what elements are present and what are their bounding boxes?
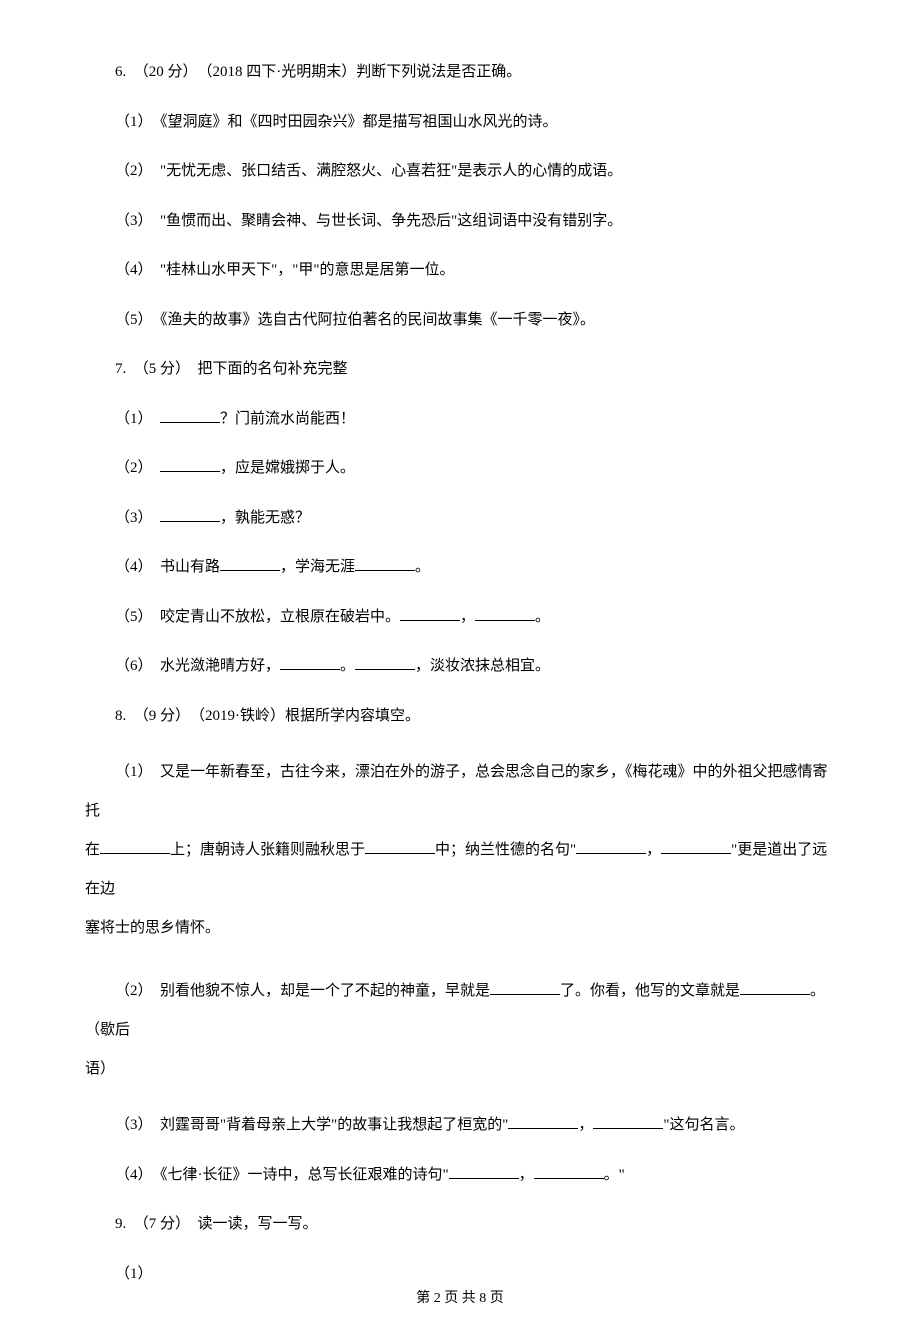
q7-item-6: （6） 水光潋滟晴方好， 。 ，淡妆浓抹总相宜。 [85,654,835,680]
question-9: 9. （7 分） 读一读，写一写。 （1） [85,1212,835,1287]
q7-4-a: （4） 书山有路 [115,559,220,575]
q6-item-5: （5） 《渔夫的故事》选自古代阿拉伯著名的民间故事集《一千零一夜》。 [85,308,835,334]
fill-blank[interactable] [160,457,220,472]
q8-4-a: （4） 《七律·长征》一诗中，总写长征艰难的诗句" [115,1167,449,1183]
fill-blank[interactable] [160,408,220,423]
q8-item-3: （3） 刘霆哥哥"背着母亲上大学"的故事让我想起了桓宽的" ， "这句名言。 [85,1113,835,1139]
q8-4-b: ， [519,1167,534,1183]
fill-blank[interactable] [160,507,220,522]
q7-2-after: ，应是嫦娥掷于人。 [220,460,355,476]
q8-3-c: "这句名言。 [663,1117,744,1133]
question-7: 7. （5 分） 把下面的名句补充完整 （1） ？门前流水尚能西！ （2） ，应… [85,357,835,680]
fill-blank[interactable] [475,606,535,621]
fill-blank[interactable] [490,980,560,995]
q6-header: 6. （20 分） （2018 四下·光明期末）判断下列说法是否正确。 [85,60,835,86]
q7-item-2: （2） ，应是嫦娥掷于人。 [85,456,835,482]
q6-item-3: （3） "鱼惯而出、聚睛会神、与世长词、争先恐后"这组词语中没有错别字。 [85,209,835,235]
q7-1-after: ？门前流水尚能西！ [220,411,355,427]
q8-3-a: （3） 刘霆哥哥"背着母亲上大学"的故事让我想起了桓宽的" [115,1117,508,1133]
q7-6-c: ，淡妆浓抹总相宜。 [415,658,550,674]
fill-blank[interactable] [593,1114,663,1129]
question-6: 6. （20 分） （2018 四下·光明期末）判断下列说法是否正确。 （1） … [85,60,835,333]
question-8: 8. （9 分） （2019·铁岭）根据所学内容填空。 （1） 又是一年新春至，… [85,704,835,1189]
q8-item-4: （4） 《七律·长征》一诗中，总写长征艰难的诗句" ， 。" [85,1163,835,1189]
fill-blank[interactable] [449,1164,519,1179]
q7-item-5: （5） 咬定青山不放松，立根原在破岩中。 ， 。 [85,605,835,631]
q7-2-before: （2） [115,460,160,476]
q8-1-d: 中；纳兰性德的名句" [435,842,576,858]
page-footer: 第 2 页 共 8 页 [0,1287,920,1311]
fill-blank[interactable] [576,839,646,854]
q7-1-before: （1） [115,411,160,427]
fill-blank[interactable] [280,655,340,670]
fill-blank[interactable] [365,839,435,854]
q6-item-1: （1） 《望洞庭》和《四时田园杂兴》都是描写祖国山水风光的诗。 [85,110,835,136]
q8-3-b: ， [578,1117,593,1133]
q8-item-2-line2: 语） [85,1050,835,1089]
q8-1-a: （1） 又是一年新春至，古往今来，漂泊在外的游子，总会思念自己的家乡，《梅花魂》… [85,764,828,819]
q8-item-1-line3: 塞将士的思乡情怀。 [85,909,835,948]
fill-blank[interactable] [508,1114,578,1129]
fill-blank[interactable] [220,556,280,571]
q7-5-c: 。 [535,609,550,625]
q6-item-2: （2） "无忧无虑、张口结舌、满腔怒火、心喜若狂"是表示人的心情的成语。 [85,159,835,185]
fill-blank[interactable] [534,1164,604,1179]
fill-blank[interactable] [740,980,810,995]
fill-blank[interactable] [400,606,460,621]
q8-1-e: ， [646,842,661,858]
fill-blank[interactable] [661,839,731,854]
q7-3-after: ，孰能无惑？ [220,510,310,526]
q7-header: 7. （5 分） 把下面的名句补充完整 [85,357,835,383]
q7-item-3: （3） ，孰能无惑？ [85,506,835,532]
q7-6-a: （6） 水光潋滟晴方好， [115,658,280,674]
q8-item-2-line1: （2） 别看他貌不惊人，却是一个了不起的神童，早就是了。你看，他写的文章就是。（… [85,972,835,1050]
q7-5-b: ， [460,609,475,625]
q7-item-4: （4） 书山有路 ，学海无涯 。 [85,555,835,581]
q8-1-c: 上；唐朝诗人张籍则融秋思于 [170,842,365,858]
q8-2-b: 了。你看，他写的文章就是 [560,983,740,999]
q7-item-1: （1） ？门前流水尚能西！ [85,407,835,433]
fill-blank[interactable] [100,839,170,854]
q8-item-1-line1: （1） 又是一年新春至，古往今来，漂泊在外的游子，总会思念自己的家乡，《梅花魂》… [85,753,835,831]
q8-item-1-line2: 在上；唐朝诗人张籍则融秋思于中；纳兰性德的名句"，"更是道出了远在边 [85,831,835,909]
q8-1-b: 在 [85,842,100,858]
q8-2-a: （2） 别看他貌不惊人，却是一个了不起的神童，早就是 [115,983,490,999]
q9-header: 9. （7 分） 读一读，写一写。 [85,1212,835,1238]
q9-item-1: （1） [85,1262,835,1288]
q7-3-before: （3） [115,510,160,526]
q7-4-c: 。 [415,559,430,575]
q6-item-4: （4） "桂林山水甲天下"，"甲"的意思是居第一位。 [85,258,835,284]
fill-blank[interactable] [355,556,415,571]
q7-4-b: ，学海无涯 [280,559,355,575]
fill-blank[interactable] [355,655,415,670]
q8-4-c: 。" [604,1167,625,1183]
q8-2-d: 语） [85,1061,115,1077]
q8-header: 8. （9 分） （2019·铁岭）根据所学内容填空。 [85,704,835,730]
q7-5-a: （5） 咬定青山不放松，立根原在破岩中。 [115,609,400,625]
q8-1-g: 塞将士的思乡情怀。 [85,920,220,936]
q7-6-b: 。 [340,658,355,674]
